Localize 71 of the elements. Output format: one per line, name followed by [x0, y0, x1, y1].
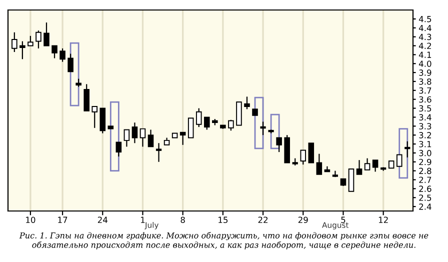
bar [110, 101, 120, 172]
candlestick [132, 122, 138, 144]
candlestick [124, 129, 130, 148]
candlestick [84, 84, 90, 112]
y-tick-label: 3.5 [419, 105, 432, 112]
y-tick-label: 3.8 [419, 78, 432, 85]
y-tick-label: 4.5 [418, 16, 432, 22]
candlestick [52, 45, 58, 59]
y-tick-label: 3.9 [419, 70, 432, 76]
candlestick [276, 137, 282, 153]
x-tick-label: 29 [298, 216, 308, 224]
x-tick-label: 12 [378, 216, 388, 223]
candlestick [116, 142, 122, 158]
y-tick-label: 3.4 [419, 114, 432, 120]
x-tick-label: 10 [26, 216, 36, 224]
y-tick-label: 3.2 [419, 132, 431, 138]
candlestick [236, 102, 242, 126]
y-tick-label: 3.3 [419, 123, 432, 130]
y-tick-label: 2.8 [419, 168, 432, 174]
y-tick-label: 3.0 [419, 150, 432, 156]
bar [254, 96, 264, 150]
candlestick [60, 48, 66, 62]
candlestick [244, 96, 250, 110]
candlestick [316, 153, 322, 175]
candlestick [300, 150, 306, 166]
candlestick [308, 142, 314, 164]
candlestick [148, 129, 154, 148]
candlestick [356, 160, 362, 175]
x-tick-label: 5 [341, 216, 346, 224]
y-tick-label: 3.7 [419, 87, 432, 94]
candlestick [36, 30, 42, 49]
candlestick [44, 22, 50, 46]
bar [70, 42, 80, 106]
bar [398, 128, 408, 179]
y-tick-label: 4.4 [418, 24, 432, 32]
candlestick [196, 108, 202, 128]
y-tick-label: 2.9 [419, 158, 432, 166]
y-tick-label: 4.1 [418, 52, 432, 58]
candlestick [100, 108, 106, 134]
x-tick-label: 1 [140, 216, 145, 223]
y-tick-label: 2.4 [419, 204, 432, 210]
candlestick [180, 132, 186, 146]
candlestick [28, 35, 34, 46]
x-tick-label: 22 [258, 216, 268, 223]
candlestick [140, 128, 146, 148]
y-tick-label: 3.1 [419, 140, 432, 148]
y-tick-label: 3.6 [419, 96, 432, 103]
candlestick [228, 119, 234, 132]
candlestick [20, 40, 26, 60]
y-tick-label: 2.7 [419, 176, 432, 183]
candlestick [259, 121, 267, 136]
y-tick-label: 2.6 [419, 186, 432, 192]
candlestick [364, 158, 370, 170]
candlestick [12, 32, 18, 53]
y-tick-label: 2.5 [419, 194, 432, 201]
y-tick-label: 4.3 [418, 34, 432, 40]
bar [270, 114, 280, 150]
x-tick-label: 8 [180, 216, 185, 224]
y-tick-label: 4.0 [418, 60, 432, 67]
y-tick-label: 4.2 [418, 42, 431, 49]
x-tick-label: 15 [218, 216, 228, 224]
candlestick [188, 118, 194, 138]
x-tick-label: 17 [58, 216, 68, 223]
x-tick-label: 24 [98, 216, 108, 223]
candlestick [348, 168, 354, 192]
candlestick [68, 53, 74, 72]
text: Рис. 1. Гэпы на дневном графике. Можно обнаружить, что на фондовом рынке гэпы вовсе не обязательно происходят после выходных, а как раз наоборот, чаще в середине недели. [19, 232, 428, 250]
candlestick [92, 106, 98, 128]
candlestick [204, 116, 210, 130]
candlestick [372, 160, 378, 172]
candlestick [396, 154, 402, 167]
